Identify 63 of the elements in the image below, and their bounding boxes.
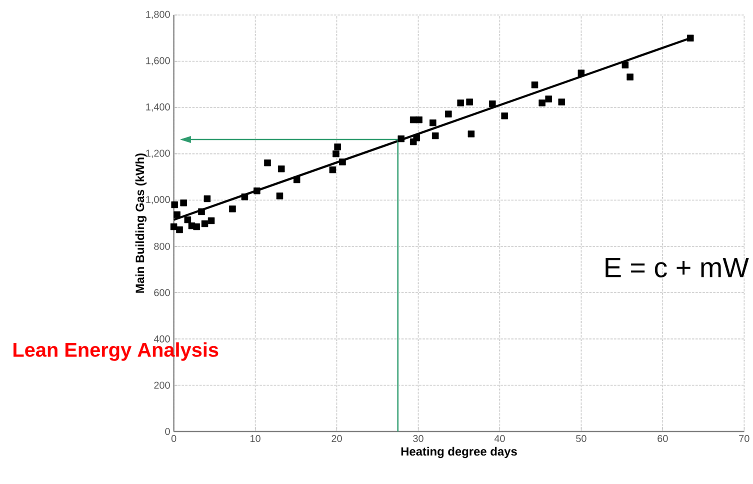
point	[430, 119, 436, 126]
point	[538, 99, 546, 106]
y-tick-label: 1,600	[146, 56, 170, 66]
x-tick-label: 30	[413, 434, 424, 442]
point	[229, 205, 236, 212]
point	[413, 134, 420, 142]
point	[339, 158, 346, 166]
point	[332, 150, 340, 157]
annotation: Lean Energy Analysis	[14, 342, 218, 361]
y-tick-label: 200	[154, 381, 170, 389]
y-tick-label: 0	[165, 428, 170, 435]
x-tick-label: 0	[171, 434, 176, 442]
annotation: E = c + mW	[606, 258, 749, 278]
x-tick-label: 60	[658, 434, 668, 442]
y-tick-label: 1,800	[146, 10, 170, 19]
point	[176, 226, 183, 233]
y-tick-label: 1,400	[146, 103, 170, 112]
x-tick-label: 20	[332, 434, 342, 442]
point	[276, 192, 284, 200]
point	[445, 110, 452, 118]
point	[398, 135, 405, 142]
point	[170, 223, 178, 230]
point	[204, 195, 211, 202]
y-tick-label: 600	[154, 288, 170, 296]
x-tick-label: 40	[494, 434, 505, 442]
point	[184, 216, 192, 223]
point	[545, 95, 552, 102]
x-tick-label: 50	[576, 434, 586, 442]
y-tick-label: 1,200	[146, 149, 170, 158]
point	[531, 81, 538, 88]
point	[501, 112, 508, 120]
point	[489, 100, 496, 107]
point	[457, 99, 464, 106]
point	[264, 159, 271, 166]
y-axis-title: Main Building Gas (kWh)	[135, 153, 147, 293]
point	[198, 208, 205, 215]
point	[686, 34, 694, 42]
x-axis-title: Heating degree days	[401, 446, 517, 458]
x-tick-label: 70	[739, 434, 750, 442]
point	[254, 187, 260, 194]
point	[171, 201, 178, 208]
point	[241, 193, 248, 200]
point	[578, 69, 585, 76]
y-tick-label: 400	[154, 335, 170, 342]
y-tick-label: 1,000	[146, 196, 170, 204]
point	[558, 98, 566, 106]
point	[193, 223, 200, 230]
point	[278, 165, 285, 172]
point	[208, 217, 215, 224]
point	[622, 61, 629, 68]
point	[432, 132, 439, 139]
point	[293, 176, 300, 183]
point	[174, 211, 180, 218]
point	[180, 199, 187, 206]
point	[416, 116, 422, 123]
point	[329, 166, 336, 173]
point	[334, 143, 341, 150]
point	[468, 130, 475, 138]
point	[201, 220, 208, 227]
point	[466, 98, 473, 106]
point	[626, 73, 634, 80]
y-tick-label: 800	[154, 242, 170, 250]
x-tick-label: 10	[250, 434, 260, 442]
